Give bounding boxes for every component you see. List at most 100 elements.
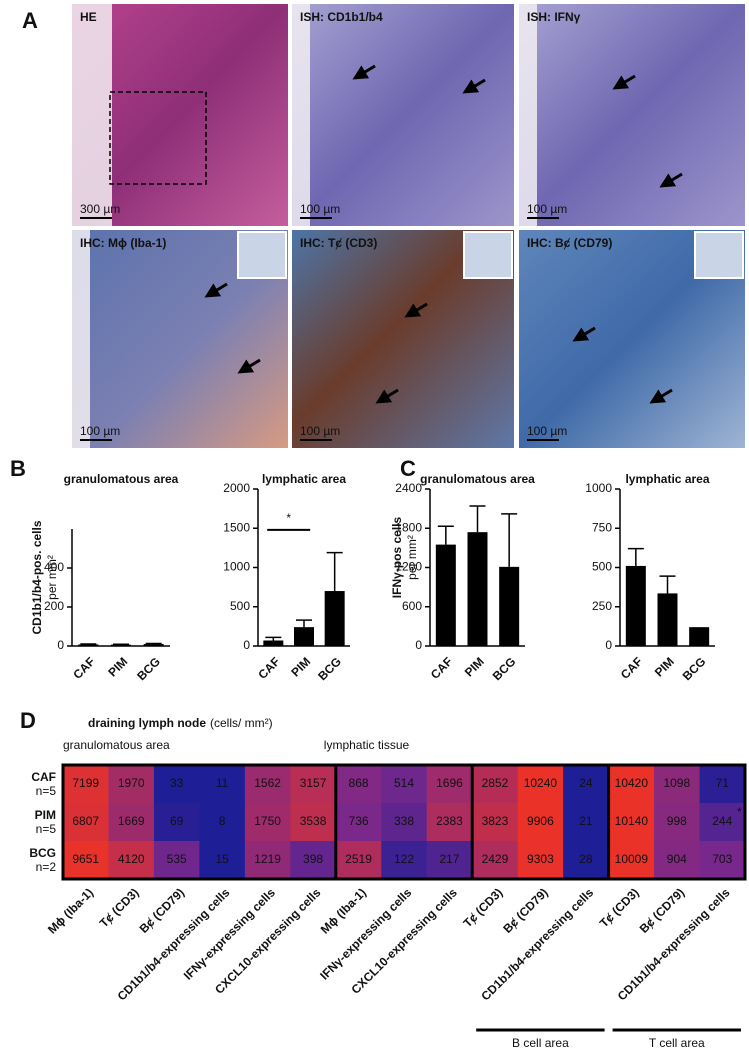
y-tick-label: 600 <box>402 599 422 613</box>
arrow <box>649 388 673 404</box>
arrow <box>612 74 636 90</box>
arrow <box>462 78 486 94</box>
y-tick-label: 1200 <box>395 560 422 574</box>
cell-value: 24 <box>579 776 593 790</box>
heatmap-cell <box>63 841 109 880</box>
cell-value: 398 <box>303 852 323 866</box>
y-tick-label: 0 <box>243 638 250 652</box>
heatmap-cell <box>472 803 519 842</box>
heatmap-cell <box>335 803 382 842</box>
heatmap-cell <box>108 841 155 880</box>
scale-label: 100 µm <box>80 424 120 438</box>
heatmap-cell <box>517 765 564 804</box>
row-label: PIM <box>35 808 56 822</box>
cell-value: 33 <box>170 776 184 790</box>
cell-value: 868 <box>349 776 369 790</box>
heatmap-border <box>61 763 747 881</box>
bar <box>324 591 345 646</box>
cell-value: 535 <box>167 852 187 866</box>
y-tick-label: 0 <box>415 638 422 652</box>
cell-value: 4120 <box>118 852 145 866</box>
heatmap-cell <box>699 765 746 804</box>
micrograph-label: IHC: Bȼ (CD79) <box>527 236 612 250</box>
cell-value: 10140 <box>615 814 649 828</box>
heatmap-cell <box>563 803 610 842</box>
cell-value: 1219 <box>254 852 281 866</box>
zoom-box <box>109 91 207 185</box>
bar <box>625 565 646 646</box>
row-label: BCG <box>29 846 56 860</box>
bar <box>111 644 131 647</box>
micrograph-label: ISH: CD1b1/b4 <box>300 10 383 24</box>
micrograph <box>292 4 514 226</box>
bar <box>78 644 99 646</box>
heatmap-cell <box>654 841 701 880</box>
column-label: IFNγ-expressing cells <box>181 885 278 982</box>
group-label: B cell area <box>512 1036 569 1050</box>
heatmap-cell <box>426 803 473 842</box>
y-tick-label: 2000 <box>223 481 250 495</box>
bar <box>689 627 710 646</box>
x-tick-label: CAF <box>618 654 645 681</box>
cell-value: 2852 <box>482 776 509 790</box>
arrow <box>375 388 399 404</box>
heatmap-cell <box>199 803 246 842</box>
arrow <box>659 172 683 188</box>
heatmap-cell <box>608 803 655 842</box>
fat-tissue <box>72 4 112 226</box>
column-label: Tȼ (CD3) <box>597 885 642 930</box>
cell-value: 10009 <box>615 852 649 866</box>
heatmap-cell <box>153 765 200 804</box>
y-tick-label: 250 <box>592 599 612 613</box>
heatmap-title-unit: (cells/ mm²) <box>210 716 273 730</box>
heatmap-cell <box>563 841 610 880</box>
cell-value: 998 <box>667 814 687 828</box>
y-axis-label: IFNγ-pos cells <box>390 516 404 598</box>
section-label: granulomatous area <box>63 738 170 752</box>
heatmap-cell <box>335 765 382 804</box>
cell-value: 6807 <box>72 814 99 828</box>
arrow <box>352 64 376 80</box>
micrograph-label: HE <box>80 10 97 24</box>
scale-label: 100 µm <box>527 424 567 438</box>
cell-value: 244 <box>712 814 732 828</box>
inset <box>694 231 744 279</box>
panel-label: A <box>22 8 38 33</box>
heatmap-title-main: draining lymph node <box>88 716 206 730</box>
x-tick-label: CAF <box>70 654 97 681</box>
cell-value: 122 <box>394 852 414 866</box>
cell-value: 69 <box>170 814 184 828</box>
heatmap-cell <box>290 803 337 842</box>
x-tick-label: BCG <box>680 654 709 683</box>
y-tick-label: 400 <box>44 560 64 574</box>
heatmap-cell <box>517 803 564 842</box>
cell-value: 10420 <box>615 776 649 790</box>
heatmap-cell <box>290 841 337 880</box>
cell-value: 3157 <box>300 776 327 790</box>
scale-label: 100 µm <box>300 424 340 438</box>
cell-value: 3823 <box>482 814 509 828</box>
group-label: T cell area <box>649 1036 705 1050</box>
heatmap-title: draining lymph node (cells/ mm²) <box>88 716 273 730</box>
y-tick-label: 0 <box>57 638 64 652</box>
bar <box>467 532 488 646</box>
heatmap-cell <box>108 803 155 842</box>
row-note: n=5 <box>36 784 57 798</box>
cell-value: 7199 <box>72 776 99 790</box>
heatmap-cell <box>199 841 246 880</box>
heatmap-cell <box>335 841 382 880</box>
cell-value: 15 <box>215 852 229 866</box>
panel-label: C <box>400 456 416 481</box>
heatmap-cell <box>153 803 200 842</box>
cell-value: 1750 <box>254 814 281 828</box>
chart-title: lymphatic area <box>262 472 346 486</box>
heatmap-cell <box>381 765 428 804</box>
y-tick-label: 200 <box>44 599 64 613</box>
cell-value: 703 <box>712 852 732 866</box>
column-label: IFNγ-expressing cells <box>317 885 414 982</box>
y-tick-label: 500 <box>592 560 612 574</box>
x-tick-label: BCG <box>134 654 163 683</box>
bar <box>294 627 314 646</box>
panel-label: D <box>20 708 36 733</box>
